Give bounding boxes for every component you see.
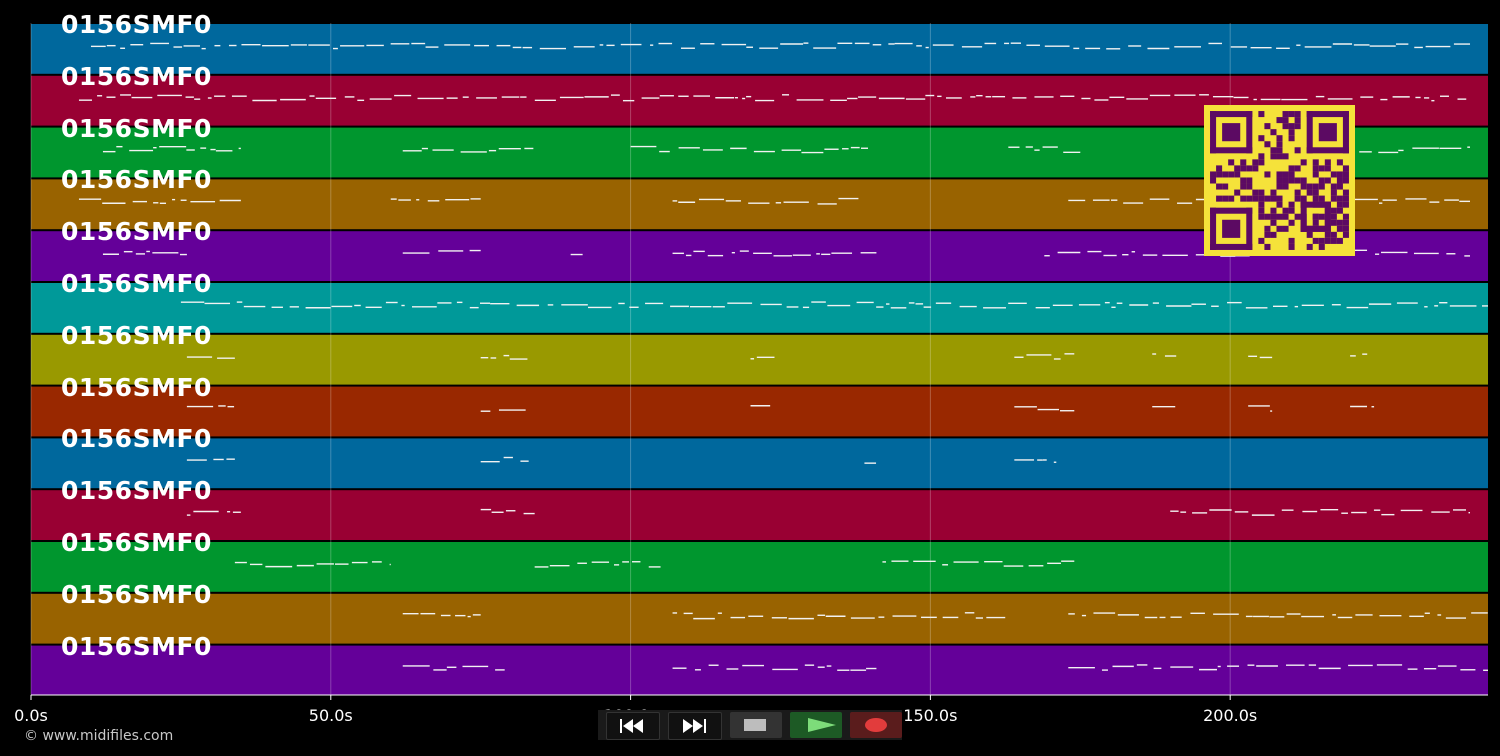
play-icon: [808, 718, 836, 732]
lane-label: 0156SMF0: [61, 631, 212, 661]
tick-label: 150.0s: [903, 706, 958, 725]
lane-label: 0156SMF0: [61, 320, 212, 350]
lane-label: 0156SMF0: [61, 528, 212, 557]
stop-button[interactable]: [730, 712, 782, 738]
lane-label: 0156SMF0: [61, 165, 212, 195]
tick-label: 50.0s: [308, 706, 353, 725]
lane-label: 0156SMF0: [61, 269, 212, 298]
transport-controls: [598, 710, 902, 740]
play-button[interactable]: [790, 712, 842, 738]
record-icon: [865, 718, 887, 732]
lane-label: 0156SMF0: [61, 61, 212, 91]
track-lane: [31, 542, 1488, 592]
lane-label: 0156SMF0: [61, 10, 212, 39]
tick-label: 0.0s: [14, 706, 48, 725]
qr-code-icon: [1204, 105, 1355, 256]
track-lane: [31, 645, 1488, 696]
track-lane: [31, 386, 1488, 437]
rewind-button[interactable]: [606, 712, 660, 740]
lane-label: 0156SMF0: [61, 372, 212, 402]
rewind-icon: [620, 719, 643, 733]
copyright-credit: © www.midifiles.com: [24, 728, 174, 744]
track-lane: [31, 283, 1488, 333]
lane-label: 0156SMF0: [61, 579, 212, 609]
track-lane: [31, 438, 1488, 489]
fast-forward-button[interactable]: [668, 712, 722, 740]
track-lane: [31, 334, 1488, 385]
record-button[interactable]: [850, 712, 902, 738]
lane-label: 0156SMF0: [61, 476, 212, 506]
stop-icon: [744, 719, 766, 731]
tick-label: 200.0s: [1203, 706, 1258, 725]
track-lane: [31, 490, 1488, 540]
lane-label: 0156SMF0: [61, 113, 212, 143]
fast-forward-icon: [683, 719, 706, 733]
track-lane: [31, 593, 1488, 644]
lane-label: 0156SMF0: [61, 424, 212, 454]
lane-label: 0156SMF0: [61, 217, 212, 247]
